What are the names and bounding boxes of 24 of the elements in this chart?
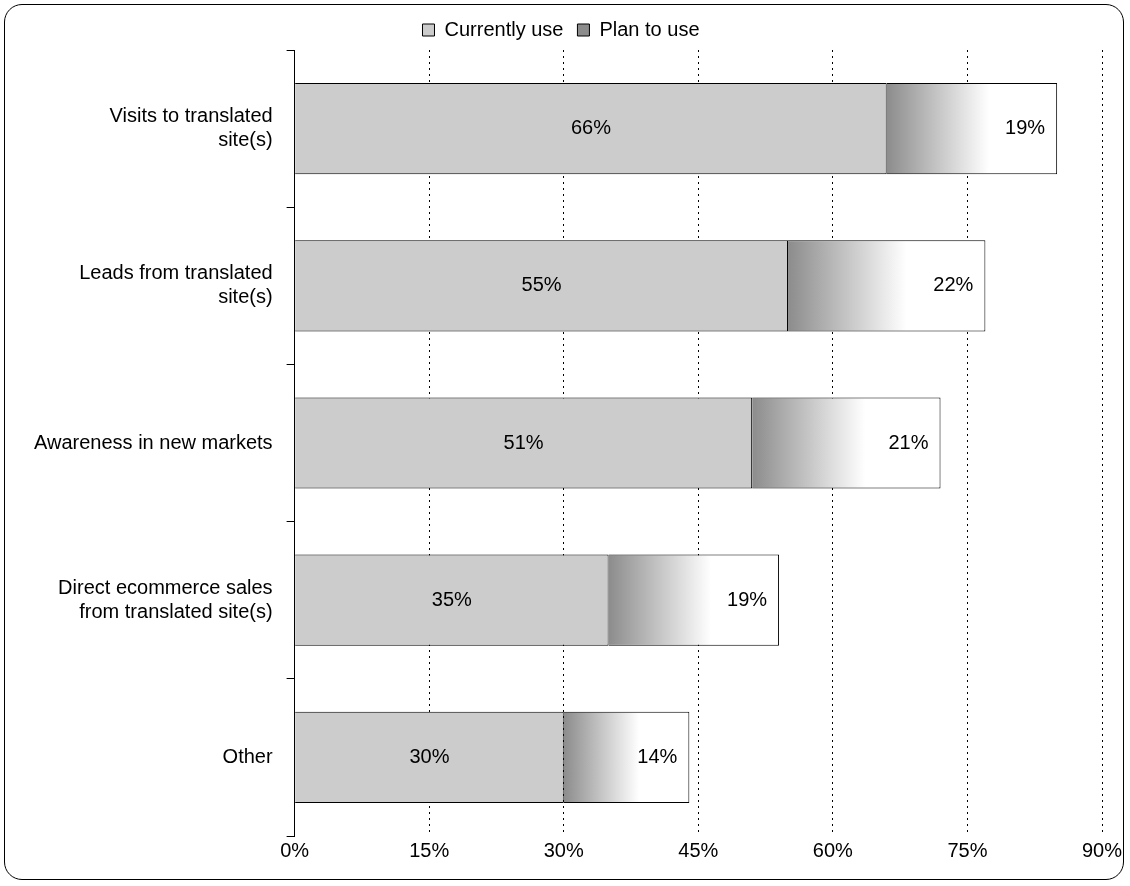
- y-tick-label: Other: [222, 744, 273, 767]
- x-tick-label: 45%: [678, 838, 719, 861]
- y-tick-label: Visits to translated site(s): [109, 104, 273, 151]
- data-label: 35%: [431, 587, 473, 610]
- data-label: 66%: [570, 116, 612, 139]
- data-label: 19%: [1005, 116, 1046, 139]
- data-label: 55%: [521, 273, 562, 296]
- legend-label: Currently use: [444, 17, 564, 40]
- data-label: 21%: [888, 430, 929, 453]
- y-tick-label: Leads from translated site(s): [79, 261, 273, 308]
- data-label: 22%: [933, 273, 974, 296]
- data-label: 19%: [727, 587, 768, 610]
- legend-label: Plan to use: [599, 17, 700, 40]
- x-tick-label: 60%: [812, 838, 854, 861]
- x-tick-label: 30%: [543, 838, 584, 861]
- x-tick-label: 0%: [280, 838, 310, 861]
- data-label: 14%: [637, 744, 678, 767]
- y-tick-label: Awareness in new markets: [34, 430, 273, 453]
- data-label: 30%: [409, 744, 450, 767]
- x-tick-label: 15%: [409, 838, 450, 861]
- data-label: 51%: [503, 430, 544, 453]
- x-tick-label: 75%: [947, 838, 988, 861]
- x-tick-label: 90%: [1081, 838, 1123, 861]
- y-tick-label: Direct ecommerce sales from translated site(s): [58, 575, 273, 622]
